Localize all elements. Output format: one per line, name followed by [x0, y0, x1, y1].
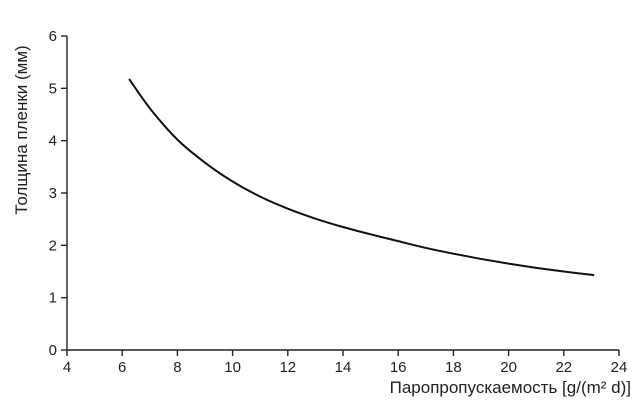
y-axis-label: Толщина пленки (мм) — [12, 45, 31, 214]
x-tick-label: 18 — [445, 359, 462, 376]
x-tick-label: 10 — [224, 359, 241, 376]
y-tick-label: 3 — [49, 185, 57, 202]
x-tick-label: 8 — [173, 359, 181, 376]
axes — [66, 36, 619, 351]
x-axis-label: Паропропускаемость [g/(m² d)] — [390, 378, 631, 397]
x-tick-label: 12 — [279, 359, 296, 376]
x-ticks: 4 6 8 10 12 14 16 18 20 22 24 — [63, 350, 628, 376]
y-tick-label: 1 — [49, 290, 57, 307]
y-tick-label: 0 — [49, 342, 57, 359]
x-tick-label: 16 — [390, 359, 407, 376]
y-ticks: 0 1 2 3 4 5 6 — [49, 28, 67, 359]
y-tick-label: 5 — [49, 80, 57, 97]
x-tick-label: 20 — [500, 359, 517, 376]
series-layer — [128, 78, 595, 277]
y-tick-label: 6 — [49, 28, 57, 45]
y-tick-label: 2 — [49, 237, 57, 254]
series-line-0 — [128, 78, 595, 277]
y-tick-label: 4 — [49, 133, 57, 150]
x-tick-label: 6 — [118, 359, 126, 376]
x-tick-label: 14 — [335, 359, 352, 376]
x-tick-label: 24 — [611, 359, 628, 376]
x-tick-label: 4 — [63, 359, 71, 376]
x-tick-label: 22 — [555, 359, 572, 376]
